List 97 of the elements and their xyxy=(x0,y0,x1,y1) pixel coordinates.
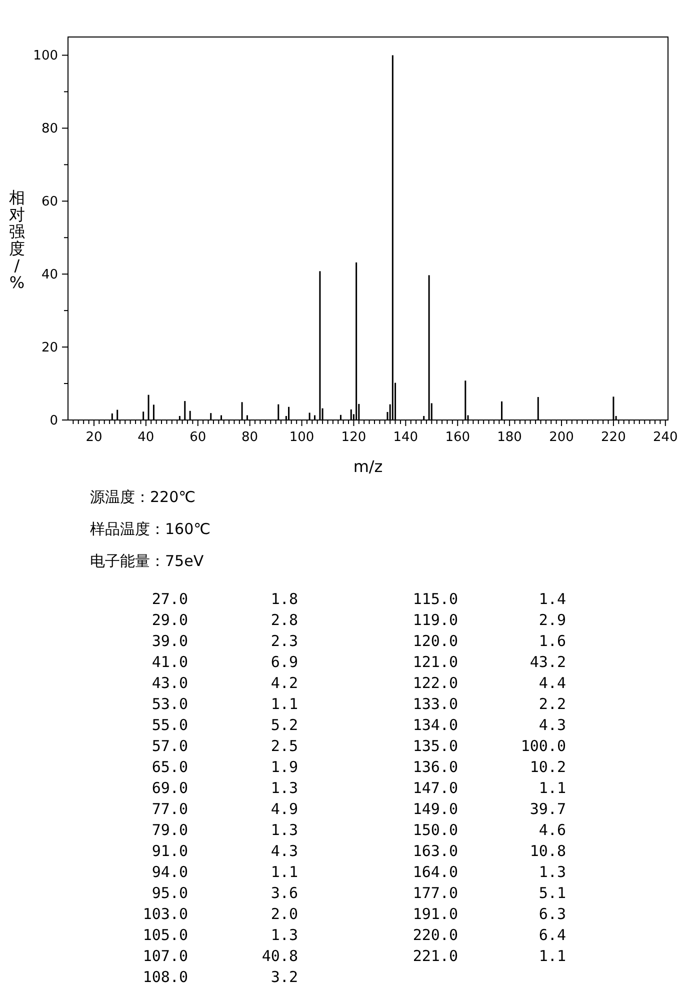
y-tick-label: 100 xyxy=(33,48,58,64)
text: 10.2 xyxy=(530,758,566,776)
category-label: 103.0 xyxy=(142,905,188,923)
category-label: 79.0 xyxy=(152,821,188,839)
category-label: 119.0 xyxy=(412,611,458,629)
text: 1.4 xyxy=(538,590,566,608)
x-tick-label: 200 xyxy=(549,430,574,445)
x-tick-label: 120 xyxy=(341,430,366,445)
x-tick-label: 80 xyxy=(242,430,258,445)
x-tick-label: 100 xyxy=(289,430,314,445)
category-label: 133.0 xyxy=(412,695,458,713)
y-tick-label: 40 xyxy=(41,268,58,283)
y-tick-label: 0 xyxy=(50,414,58,428)
text: 2.8 xyxy=(270,611,298,629)
text: 3.6 xyxy=(270,884,298,902)
text: 43.2 xyxy=(530,653,566,671)
category-label: 164.0 xyxy=(412,863,458,881)
text: 4.3 xyxy=(270,842,298,860)
text: 100.0 xyxy=(520,737,566,755)
text: 1.3 xyxy=(270,821,298,839)
category-label: 220.0 xyxy=(412,926,458,944)
category-label: 43.0 xyxy=(152,674,188,692)
text: 2.2 xyxy=(538,695,566,713)
text: 4.4 xyxy=(538,674,566,692)
category-label: 134.0 xyxy=(412,716,458,734)
x-tick-label: 140 xyxy=(393,430,418,445)
text: 2.3 xyxy=(270,632,298,650)
text: 1.1 xyxy=(538,947,566,965)
category-label: 95.0 xyxy=(152,884,188,902)
category-label: 163.0 xyxy=(412,842,458,860)
x-tick-label: 40 xyxy=(138,430,154,445)
category-label: 29.0 xyxy=(152,611,188,629)
text: 4.3 xyxy=(538,716,566,734)
x-tick-label: 240 xyxy=(652,430,678,445)
x-tick-label: 180 xyxy=(497,430,522,445)
text: 4.2 xyxy=(270,674,298,692)
y-axis-title: 相对强度/% xyxy=(9,188,25,292)
y-tick-label: 60 xyxy=(41,194,58,210)
category-label: 135.0 xyxy=(412,737,458,755)
category-label: 120.0 xyxy=(412,632,458,650)
category-label: 69.0 xyxy=(152,779,188,797)
text: 2.0 xyxy=(270,905,298,923)
text: 1.3 xyxy=(538,863,566,881)
category-label: 91.0 xyxy=(152,842,188,860)
text: 1.8 xyxy=(270,590,298,608)
text: 5.2 xyxy=(270,716,298,734)
text: 6.3 xyxy=(538,905,566,923)
text: 40.8 xyxy=(262,947,298,965)
category-label: 65.0 xyxy=(152,758,188,776)
category-label: 108.0 xyxy=(142,968,188,986)
category-label: 55.0 xyxy=(152,716,188,734)
x-tick-label: 20 xyxy=(86,430,102,445)
category-label: 39.0 xyxy=(152,632,188,650)
category-label: 177.0 xyxy=(412,884,458,902)
text: 1.9 xyxy=(270,758,298,776)
text: 电子能量：75eV xyxy=(90,552,204,570)
text: 2.9 xyxy=(538,611,566,629)
text: 样品温度：160℃ xyxy=(90,520,210,538)
category-label: 77.0 xyxy=(152,800,188,818)
category-label: 191.0 xyxy=(412,905,458,923)
text: 1.3 xyxy=(270,779,298,797)
text: 6.9 xyxy=(270,653,298,671)
x-axis-title: m/z xyxy=(353,457,383,476)
text: 1.1 xyxy=(538,779,566,797)
category-label: 27.0 xyxy=(152,590,188,608)
category-label: 94.0 xyxy=(152,863,188,881)
text: 1.1 xyxy=(270,863,298,881)
category-label: 121.0 xyxy=(412,653,458,671)
category-label: 149.0 xyxy=(412,800,458,818)
text: 4.9 xyxy=(270,800,298,818)
y-tick-label: 20 xyxy=(41,340,58,356)
text: 1.3 xyxy=(270,926,298,944)
x-tick-label: 160 xyxy=(445,430,470,445)
text: 39.7 xyxy=(530,800,566,818)
text: 3.2 xyxy=(270,968,298,986)
category-label: 57.0 xyxy=(152,737,188,755)
text: 10.8 xyxy=(530,842,566,860)
category-label: 105.0 xyxy=(142,926,188,944)
category-label: 221.0 xyxy=(412,947,458,965)
category-label: 41.0 xyxy=(152,653,188,671)
text: 1.1 xyxy=(270,695,298,713)
category-label: 107.0 xyxy=(142,947,188,965)
text: 4.6 xyxy=(538,821,566,839)
text: 5.1 xyxy=(538,884,566,902)
category-label: 122.0 xyxy=(412,674,458,692)
y-tick-label: 80 xyxy=(41,122,58,137)
category-label: 115.0 xyxy=(412,590,458,608)
x-tick-label: 60 xyxy=(190,430,206,445)
text: 2.5 xyxy=(270,737,298,755)
category-label: 147.0 xyxy=(412,779,458,797)
category-label: 136.0 xyxy=(412,758,458,776)
x-tick-label: 220 xyxy=(601,430,626,445)
text: 源温度：220℃ xyxy=(90,488,196,506)
category-label: 53.0 xyxy=(152,695,188,713)
category-label: 150.0 xyxy=(412,821,458,839)
text: 6.4 xyxy=(538,926,566,944)
text: 1.6 xyxy=(538,632,566,650)
